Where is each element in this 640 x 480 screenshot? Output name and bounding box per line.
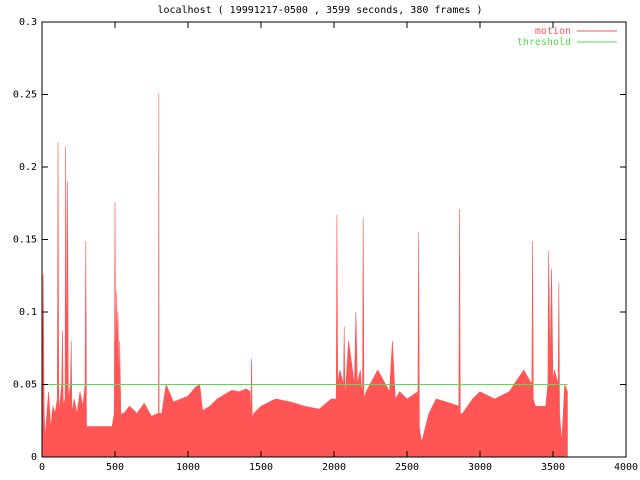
- y-tick-label: 0.15: [13, 235, 37, 246]
- y-tick-label: 0.3: [19, 17, 37, 28]
- x-tick-label: 500: [106, 462, 124, 473]
- x-tick-label: 2500: [395, 462, 419, 473]
- chart-title: localhost ( 19991217-0500 , 3599 seconds…: [157, 5, 482, 16]
- y-tick-label: 0.05: [13, 380, 37, 391]
- x-tick-label: 2000: [322, 462, 346, 473]
- legend-label: motion: [535, 26, 571, 37]
- y-tick-label: 0.1: [19, 307, 37, 318]
- x-tick-label: 3500: [541, 462, 565, 473]
- legend-label: threshold: [517, 37, 571, 48]
- x-tick-label: 0: [39, 462, 45, 473]
- x-tick-label: 1500: [249, 462, 273, 473]
- y-tick-label: 0.25: [13, 90, 37, 101]
- y-tick-label: 0: [31, 452, 37, 463]
- y-tick-label: 0.2: [19, 162, 37, 173]
- x-tick-label: 1000: [176, 462, 200, 473]
- x-tick-label: 3000: [468, 462, 492, 473]
- motion-area: [41, 93, 568, 458]
- plot-border: [41, 21, 627, 458]
- x-tick-label: 4000: [614, 462, 638, 473]
